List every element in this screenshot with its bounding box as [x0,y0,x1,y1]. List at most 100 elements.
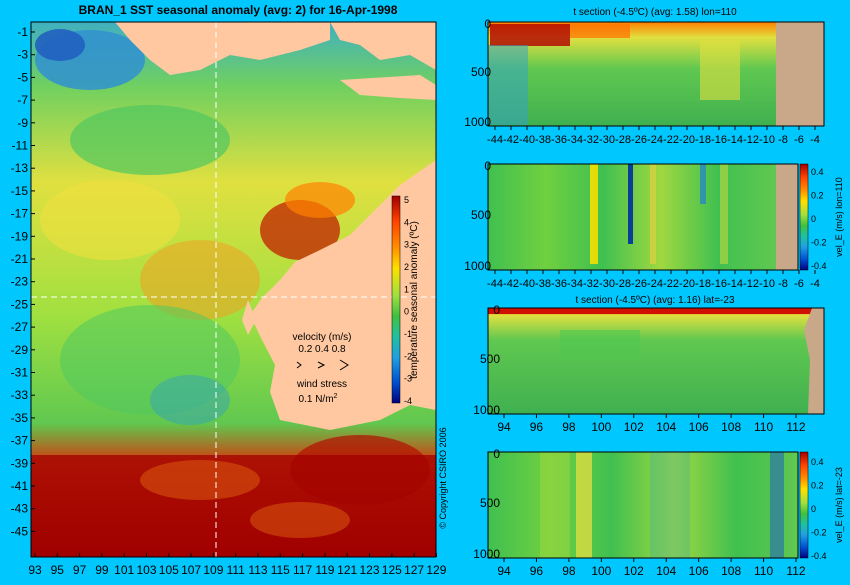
land-indonesia-east [330,22,436,70]
map-lon-axis: 93 95 97 99 101 103 105 107 109 111 113 115 117 119 12… [28,553,447,577]
panel2-stripe [720,164,728,264]
section-x-tick-label: 106 [689,564,709,578]
section-x-tick-label: -42 [503,134,519,146]
map-lon-tick-label: 97 [73,563,87,577]
section-x-tick-label: 102 [624,420,644,434]
section-x-tick-label: 94 [497,564,511,578]
neutral-anomaly-patch [70,105,230,175]
map-colorbar-ticks: 5 4 3 2 1 0 -1 -2 -3 -4 [404,195,412,406]
panel3-plot [487,307,825,415]
section-x-tick-label: 96 [530,420,544,434]
section-x-tick-label: -32 [583,134,599,146]
panel1-title: t section (-4.5ºC) (avg: 1.58) lon=110 [573,7,737,18]
section-x-tick-label: -40 [519,278,535,290]
main-map-title: BRAN_1 SST seasonal anomaly (avg: 2) for… [79,3,398,17]
map-colorbar-tick-label: 0 [404,307,409,317]
depth-tick-label: 1000 [473,547,500,561]
wind-legend-value: 0.1 N/m2 [299,393,338,405]
section-x-tick-label: 102 [624,564,644,578]
map-lon-tick-label: 105 [159,563,179,577]
depth-tick-label: 500 [480,352,500,366]
section-x-tick-label: -30 [599,134,615,146]
section-x-tick-label: -28 [615,134,631,146]
section-x-tick-label: -24 [647,134,663,146]
panel1-y-axis: 0 500 1000 [464,17,491,129]
depth-tick-label: 1000 [464,259,491,273]
panel2-land [776,164,798,270]
map-lat-tick-label: -3 [17,48,28,62]
section-x-tick-label: 96 [530,564,544,578]
land-australia [250,160,436,430]
depth-tick-label: 500 [480,496,500,510]
depth-tick-label: 1000 [473,403,500,417]
section-x-tick-label: -36 [551,134,567,146]
depth-tick-label: 0 [493,447,500,461]
section-x-tick-label: -16 [711,278,727,290]
section-colorbar-tick-label: 0.4 [811,457,824,467]
map-lat-tick-label: -1 [17,25,28,39]
land-island [242,300,256,335]
section-x-tick-label: -10 [759,278,775,290]
section-x-tick-label: -24 [647,278,663,290]
velocity-legend-values: 0.2 0.4 0.8 [298,344,346,355]
section-x-tick-label: -44 [487,134,503,146]
map-lon-tick-label: 111 [227,563,246,577]
panel2-stripe [590,164,598,264]
section-x-tick-label: -4 [810,134,820,146]
map-lon-tick-label: 129 [426,563,446,577]
cold-anomaly-patch [35,29,85,61]
section-x-tick-label: 104 [656,420,676,434]
map-colorbar-tick-label: 3 [404,240,409,250]
panel4-colorbar [799,451,809,559]
panel4-y-axis: 0 500 1000 [473,447,500,561]
map-lat-tick-label: -31 [11,366,29,380]
section-x-tick-label: -4 [810,278,820,290]
section-colorbar-tick-label: -0.2 [811,238,827,248]
map-lat-tick-label: -45 [11,524,29,538]
section-x-tick-label: -36 [551,278,567,290]
map-lat-tick-label: -7 [17,93,28,107]
map-lon-tick-label: 117 [293,563,312,577]
panel1-frame [487,21,825,127]
map-lon-tick-label: 119 [315,563,334,577]
section-x-tick-label: -22 [663,278,679,290]
depth-tick-label: 1000 [464,115,491,129]
panel2-stripe [650,164,656,264]
map-lat-tick-label: -43 [11,502,29,516]
warm-anomaly-patch [140,460,260,500]
section-colorbar-tick-label: 0.4 [811,167,824,177]
map-colorbar-tick-label: -3 [404,374,412,384]
map-lat-tick-label: -41 [11,479,29,493]
section-x-tick-label: -38 [535,278,551,290]
section-colorbar-tick-label: 0.2 [811,481,824,491]
section-x-tick-label: 94 [497,420,511,434]
map-lat-tick-label: -13 [11,161,29,175]
panel4-frame [487,451,799,559]
section-colorbar-tick-label: -0.4 [811,261,827,271]
panel4-band [540,452,570,558]
panel2-colorbar [799,163,809,271]
section-x-tick-label: -12 [743,134,759,146]
depth-tick-label: 500 [471,65,491,79]
panel4-colorbar-label: vel_E (m/s) lat=-23 [834,467,844,543]
panel3-land [804,308,824,414]
section-colorbar-tick-label: -0.2 [811,528,827,538]
section-x-tick-label: -28 [615,278,631,290]
map-lon-tick-label: 113 [248,563,267,577]
map-colorbar-tick-label: 4 [404,217,409,227]
panel2-stripe [700,164,706,204]
section-x-tick-label: -22 [663,134,679,146]
panel1-warm-surface [490,24,570,46]
land-java-sumatra [115,22,330,75]
map-lat-tick-label: -37 [11,434,29,448]
panel2-y-axis: 0 500 1000 [464,159,491,273]
panel1-x-axis: -44 -42 -40 -38 -36 -34 -32 -30 -28 -26 -24 -22 -20-… [487,126,820,146]
map-lat-axis: -1 -3 -5 -7 -9 -11 -13 -15 -17 -19 -21 -23 -25 -27 -29… [11,25,35,538]
section-x-tick-label: -38 [535,134,551,146]
map-lon-tick-label: 115 [271,563,290,577]
cold-anomaly-patch [150,375,230,425]
section-x-tick-label: -44 [487,278,503,290]
section-x-tick-label: -20 [679,278,695,290]
section-x-tick-label: -18 [695,278,711,290]
